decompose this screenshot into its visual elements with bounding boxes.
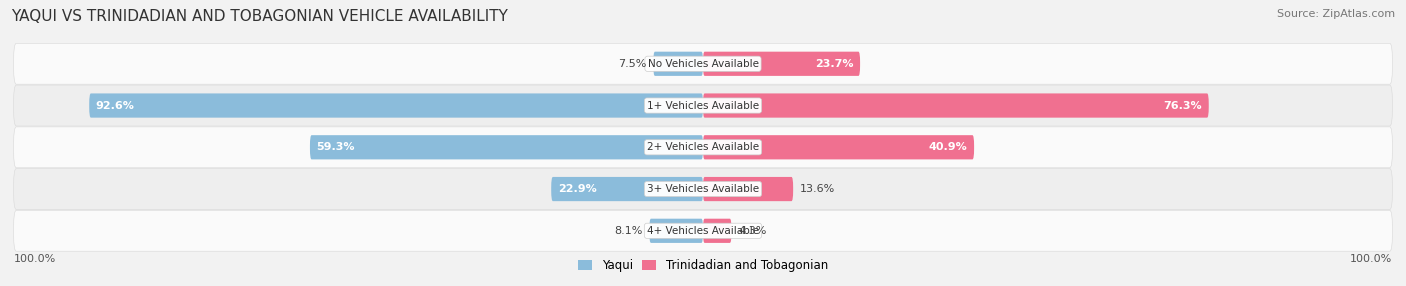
- Text: 4+ Vehicles Available: 4+ Vehicles Available: [647, 226, 759, 236]
- Text: YAQUI VS TRINIDADIAN AND TOBAGONIAN VEHICLE AVAILABILITY: YAQUI VS TRINIDADIAN AND TOBAGONIAN VEHI…: [11, 9, 508, 23]
- FancyBboxPatch shape: [14, 210, 1392, 251]
- Text: 59.3%: 59.3%: [316, 142, 356, 152]
- Text: 22.9%: 22.9%: [558, 184, 596, 194]
- FancyBboxPatch shape: [650, 219, 703, 243]
- Text: 13.6%: 13.6%: [800, 184, 835, 194]
- Text: 7.5%: 7.5%: [619, 59, 647, 69]
- FancyBboxPatch shape: [703, 135, 974, 159]
- FancyBboxPatch shape: [703, 94, 1209, 118]
- Text: 2+ Vehicles Available: 2+ Vehicles Available: [647, 142, 759, 152]
- Text: 3+ Vehicles Available: 3+ Vehicles Available: [647, 184, 759, 194]
- FancyBboxPatch shape: [14, 127, 1392, 168]
- FancyBboxPatch shape: [309, 135, 703, 159]
- Text: 92.6%: 92.6%: [96, 101, 135, 110]
- FancyBboxPatch shape: [551, 177, 703, 201]
- FancyBboxPatch shape: [654, 52, 703, 76]
- FancyBboxPatch shape: [14, 43, 1392, 84]
- Text: 4.3%: 4.3%: [738, 226, 766, 236]
- Text: No Vehicles Available: No Vehicles Available: [648, 59, 758, 69]
- Text: 100.0%: 100.0%: [1350, 254, 1392, 264]
- Text: 23.7%: 23.7%: [815, 59, 853, 69]
- FancyBboxPatch shape: [703, 219, 731, 243]
- Text: 8.1%: 8.1%: [614, 226, 643, 236]
- Legend: Yaqui, Trinidadian and Tobagonian: Yaqui, Trinidadian and Tobagonian: [574, 255, 832, 277]
- FancyBboxPatch shape: [703, 177, 793, 201]
- FancyBboxPatch shape: [14, 85, 1392, 126]
- FancyBboxPatch shape: [703, 52, 860, 76]
- Text: 1+ Vehicles Available: 1+ Vehicles Available: [647, 101, 759, 110]
- Text: 40.9%: 40.9%: [929, 142, 967, 152]
- Text: 100.0%: 100.0%: [14, 254, 56, 264]
- FancyBboxPatch shape: [89, 94, 703, 118]
- Text: 76.3%: 76.3%: [1164, 101, 1202, 110]
- FancyBboxPatch shape: [14, 168, 1392, 210]
- Text: Source: ZipAtlas.com: Source: ZipAtlas.com: [1277, 9, 1395, 19]
